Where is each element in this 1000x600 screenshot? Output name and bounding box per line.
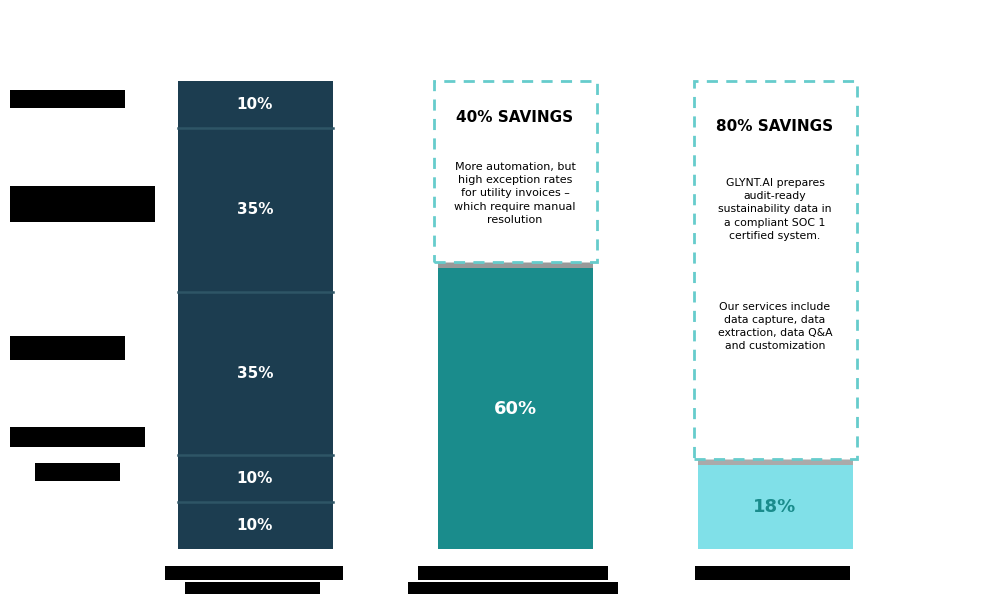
Bar [178, 455, 332, 502]
Bar [434, 81, 596, 262]
Text: 10%: 10% [237, 472, 273, 486]
Bar [178, 81, 332, 128]
Bar [178, 128, 332, 292]
Bar [694, 81, 856, 459]
Bar [178, 502, 332, 549]
Text: 40% SAVINGS: 40% SAVINGS [456, 110, 574, 125]
Text: 80% SAVINGS: 80% SAVINGS [716, 119, 834, 134]
Text: 10%: 10% [237, 518, 273, 533]
Bar [408, 582, 618, 594]
Text: 60%: 60% [493, 400, 537, 418]
Text: 35%: 35% [237, 366, 273, 381]
Bar [418, 566, 608, 580]
Text: GLYNT.AI prepares
audit-ready
sustainability data in
a compliant SOC 1
certified: GLYNT.AI prepares audit-ready sustainabi… [718, 178, 832, 241]
Bar [695, 566, 850, 580]
Text: Our services include
data capture, data
extraction, data Q&A
and customization: Our services include data capture, data … [718, 302, 832, 352]
Bar [698, 459, 852, 465]
Bar [185, 582, 320, 594]
Bar [438, 262, 592, 268]
Bar [178, 292, 332, 455]
Bar [10, 427, 145, 447]
Bar [10, 336, 125, 360]
Bar [165, 566, 343, 580]
Bar [698, 465, 852, 549]
Bar [10, 186, 155, 222]
Bar [35, 463, 120, 481]
Text: 18%: 18% [753, 498, 797, 516]
Bar [438, 268, 592, 549]
Text: More automation, but
high exception rates
for utility invoices –
which require m: More automation, but high exception rate… [454, 162, 576, 225]
Bar [10, 90, 125, 108]
Text: 35%: 35% [237, 202, 273, 217]
Text: 10%: 10% [237, 97, 273, 112]
